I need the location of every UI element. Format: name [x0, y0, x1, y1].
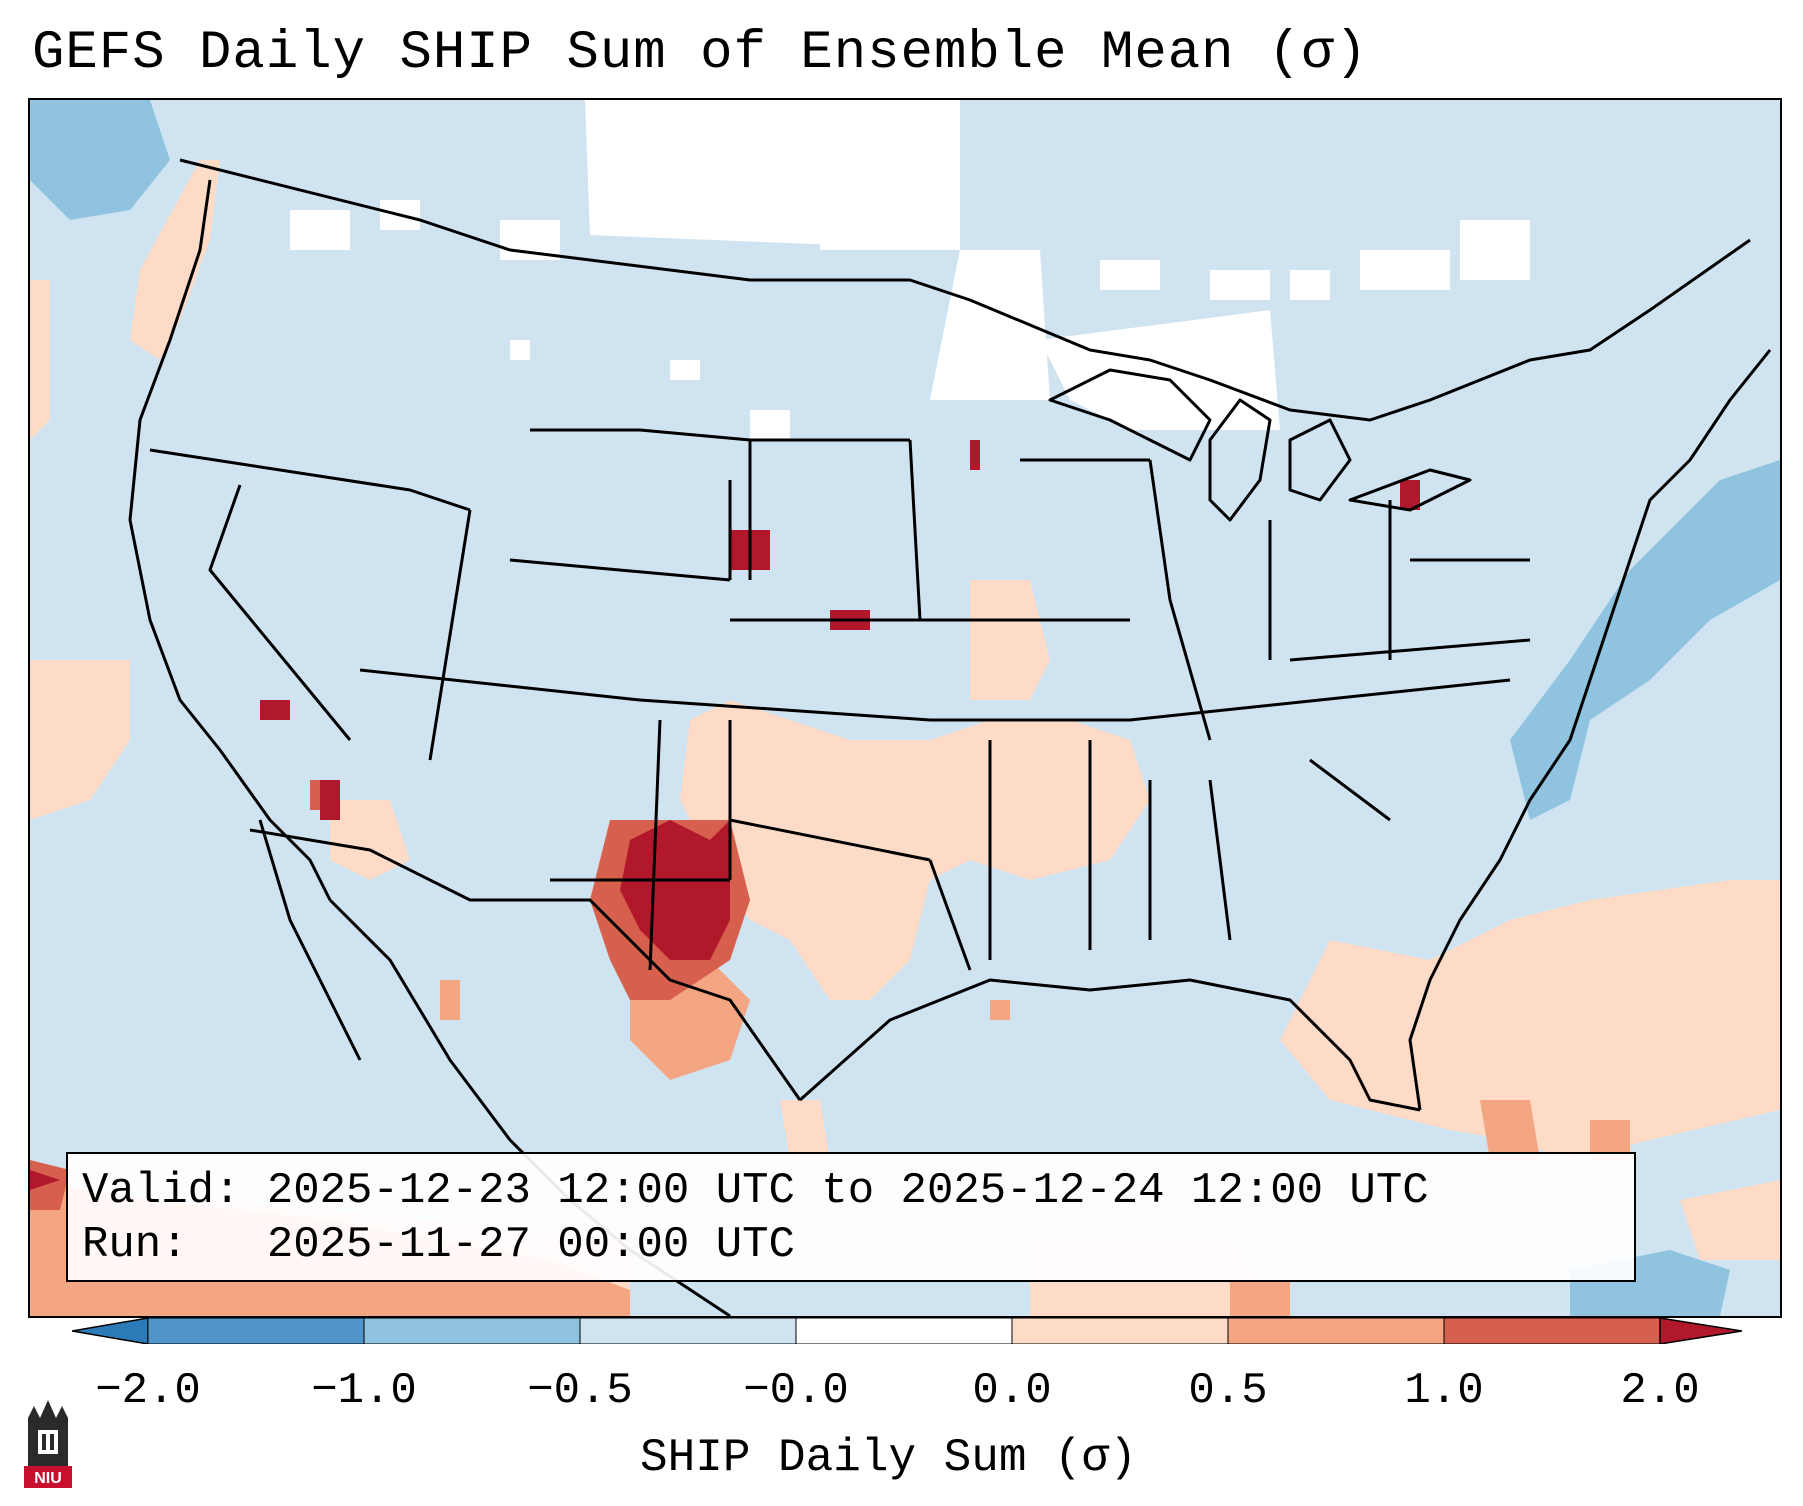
colorbar-bin-5	[1011, 1318, 1229, 1344]
niu-tower-icon	[20, 1396, 76, 1490]
run-row: Run: 2025-11-27 00:00 UTC	[82, 1218, 1620, 1272]
valid-run-info-box: Valid: 2025-12-23 12:00 UTC to 2025-12-2…	[66, 1152, 1636, 1282]
colorbar-bin-7	[1443, 1318, 1661, 1344]
colorbar-tick: 0.0	[972, 1366, 1052, 1416]
valid-value: 2025-12-23 12:00 UTC to 2025-12-24 12:00…	[266, 1166, 1429, 1216]
colorbar-tick: 1.0	[1404, 1366, 1484, 1416]
colorbar-tick: −0.0	[743, 1366, 849, 1416]
valid-row: Valid: 2025-12-23 12:00 UTC to 2025-12-2…	[82, 1164, 1620, 1218]
colorbar-tick: 2.0	[1620, 1366, 1700, 1416]
colorbar-bin-6	[1227, 1318, 1445, 1344]
ship-anomaly-map	[30, 100, 1780, 1316]
colorbar-bin-4	[795, 1318, 1013, 1344]
positive-anomaly-extreme	[30, 440, 1420, 1190]
page-title: GEFS Daily SHIP Sum of Ensemble Mean (σ)	[32, 23, 1369, 84]
colorbar-bin-1	[147, 1318, 365, 1344]
colorbar-min-extension	[72, 1318, 149, 1344]
colorbar-label: SHIP Daily Sum (σ)	[640, 1432, 1137, 1484]
colorbar-tick: −1.0	[311, 1366, 417, 1416]
run-value: 2025-11-27 00:00 UTC	[266, 1220, 795, 1270]
niu-logo: NIU	[20, 1396, 76, 1490]
colorbar	[72, 1318, 1742, 1344]
no-data-regions	[290, 100, 1530, 440]
logo-text: NIU	[34, 1470, 62, 1487]
geographic-boundaries	[128, 158, 1772, 1316]
colorbar-tick: −2.0	[95, 1366, 201, 1416]
run-key: Run:	[82, 1220, 188, 1270]
colorbar-tick: −0.5	[527, 1366, 633, 1416]
colorbar-bin-3	[579, 1318, 797, 1344]
colorbar-max-extension	[1659, 1318, 1742, 1344]
colorbar-tick: 0.5	[1188, 1366, 1268, 1416]
colorbar-bin-2	[363, 1318, 581, 1344]
valid-key: Valid:	[82, 1166, 241, 1216]
map-panel	[28, 98, 1782, 1318]
